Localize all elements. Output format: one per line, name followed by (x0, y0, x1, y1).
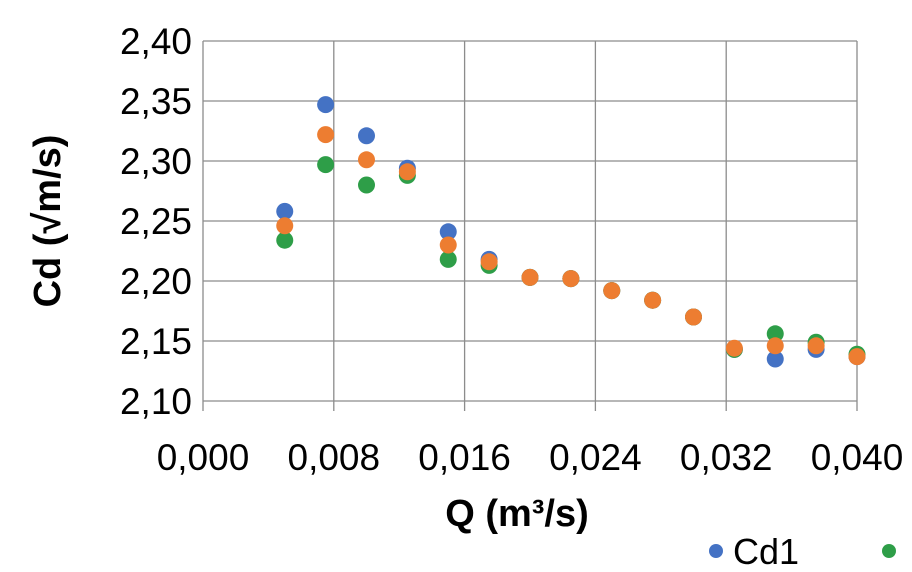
data-point (439, 250, 457, 268)
y-tick-label: 2,35 (120, 81, 192, 122)
data-point (685, 308, 702, 326)
data-point (848, 348, 866, 366)
data-point (439, 236, 457, 254)
data-point (276, 202, 294, 220)
data-point (276, 231, 294, 249)
y-tick-label: 2,20 (120, 261, 192, 302)
y-tick-label: 2,15 (120, 321, 192, 362)
legend-marker (709, 544, 723, 558)
legend-label: Cd1 (733, 531, 799, 572)
data-point (439, 223, 457, 241)
data-point (725, 339, 743, 357)
x-tick-label: 0,016 (418, 437, 511, 478)
x-tick-label: 0,040 (811, 437, 904, 478)
data-point (317, 156, 335, 174)
data-point (807, 337, 825, 355)
data-point (276, 217, 294, 235)
y-tick-label: 2,30 (120, 141, 192, 182)
data-point (562, 270, 580, 288)
x-tick-label: 0,024 (549, 437, 642, 478)
legend-marker (882, 544, 896, 558)
data-point (480, 253, 498, 271)
y-axis-ticks: 2,10 2,15 2,20 2,25 2,30 2,35 2,40 (120, 21, 192, 422)
data-point (358, 127, 375, 145)
data-point (317, 96, 335, 114)
y-tick-label: 2,40 (120, 21, 192, 62)
data-point (766, 350, 784, 368)
data-point (398, 163, 416, 181)
data-point (603, 282, 621, 300)
data-point (358, 151, 375, 169)
x-axis-title: Q (m³/s) (445, 493, 589, 535)
x-tick-label: 0,008 (288, 437, 381, 478)
data-point (358, 176, 375, 194)
x-axis-ticks: 0,000 0,008 0,016 0,024 0,032 0,040 (157, 437, 904, 478)
x-tick-label: 0,032 (680, 437, 773, 478)
data-point (644, 291, 662, 309)
data-point (766, 337, 784, 355)
data-points (276, 96, 866, 368)
y-tick-label: 2,10 (120, 381, 192, 422)
data-point (317, 126, 335, 144)
data-point (521, 268, 539, 286)
x-tick-label: 0,000 (157, 437, 250, 478)
data-point (766, 325, 784, 343)
y-axis-title: Cd (√m/s) (27, 135, 69, 308)
gridlines (202, 40, 858, 411)
legend: Cd1 (709, 531, 896, 572)
y-tick-label: 2,25 (120, 201, 192, 242)
